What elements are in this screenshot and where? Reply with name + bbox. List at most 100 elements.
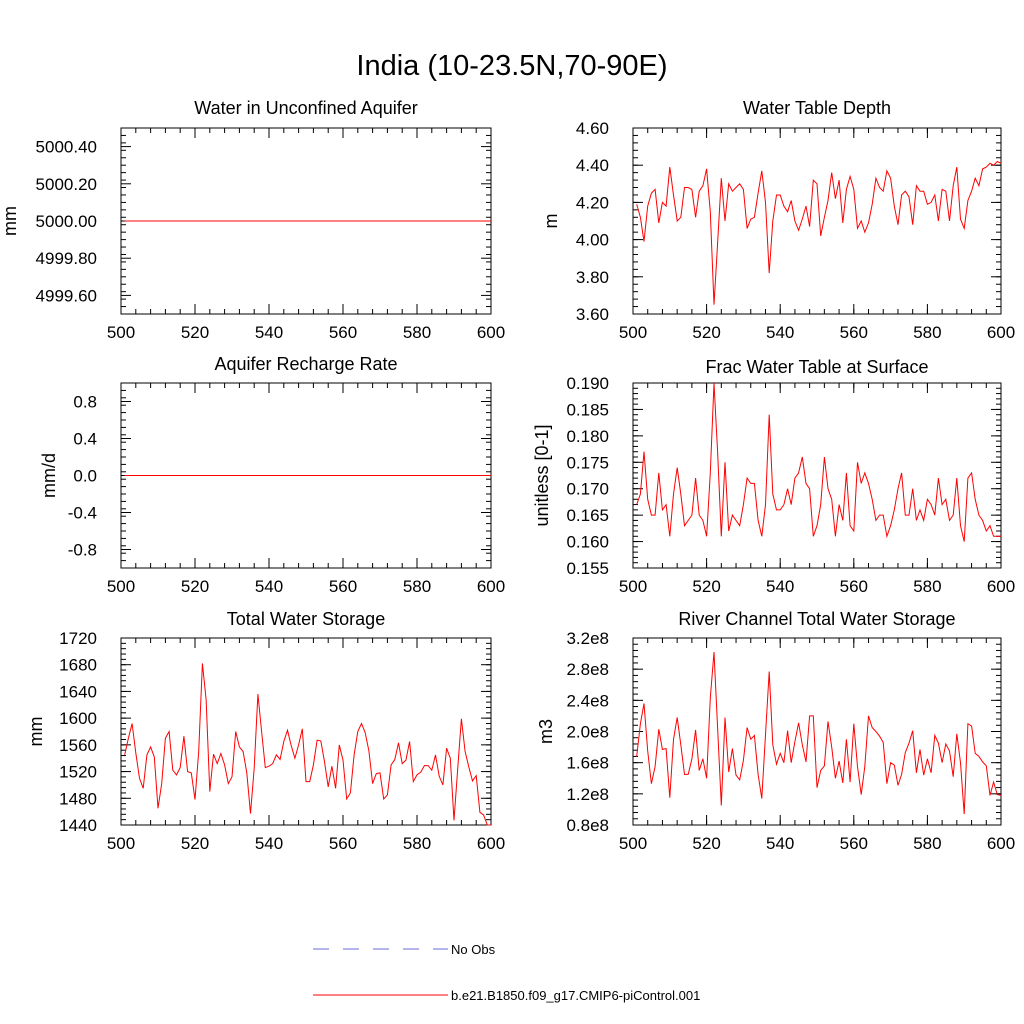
series-line <box>636 651 1002 815</box>
y-tick-label: 3.60 <box>576 305 609 324</box>
x-tick-label: 500 <box>107 577 135 596</box>
figure-title: India (10-23.5N,70-90E) <box>356 50 668 82</box>
plot-frame <box>632 382 1002 569</box>
y-tick-label: 0.165 <box>566 506 609 525</box>
x-tick-label: 600 <box>987 834 1015 853</box>
y-tick-label: 1480 <box>59 789 97 808</box>
x-tick-label: 520 <box>181 834 209 853</box>
y-tick-label: 0.170 <box>566 480 609 499</box>
y-axis-label: mm <box>0 206 20 236</box>
panel-title: Total Water Storage <box>227 609 385 629</box>
x-tick-label: 600 <box>987 323 1015 342</box>
y-tick-label: 0.8e8 <box>566 816 609 835</box>
y-tick-label: 2.8e8 <box>566 660 609 679</box>
y-tick-label: 5000.20 <box>36 175 97 194</box>
x-tick-label: 580 <box>403 577 431 596</box>
panel-title: Aquifer Recharge Rate <box>214 354 397 374</box>
x-tick-label: 540 <box>766 323 794 342</box>
y-tick-label: 4.00 <box>576 231 609 250</box>
y-axis-label: mm <box>26 717 46 747</box>
y-tick-label: 4.20 <box>576 193 609 212</box>
x-tick-label: 520 <box>692 577 720 596</box>
chart-panel-5: Total Water Storage 500 520 540 560 580 600 144… <box>26 609 505 853</box>
x-tick-label: 520 <box>181 323 209 342</box>
plot-frame <box>632 127 1002 315</box>
y-tick-label: 1640 <box>59 682 97 701</box>
x-tick-label: 500 <box>107 323 135 342</box>
x-tick-label: 500 <box>619 834 647 853</box>
panel-title: Water Table Depth <box>743 98 891 118</box>
x-tick-label: 580 <box>913 834 941 853</box>
x-tick-label: 520 <box>181 577 209 596</box>
x-tick-label: 600 <box>477 577 505 596</box>
y-tick-label: 1440 <box>59 816 97 835</box>
chart-panel-6: River Channel Total Water Storage 500 520 5… <box>536 609 1015 853</box>
x-tick-label: 520 <box>692 323 720 342</box>
y-tick-label: 1680 <box>59 656 97 675</box>
y-tick-label: 1520 <box>59 763 97 782</box>
x-tick-label: 500 <box>619 323 647 342</box>
y-axis-label: m3 <box>536 719 556 744</box>
x-tick-label: 520 <box>692 834 720 853</box>
y-tick-label: 0.180 <box>566 427 609 446</box>
y-tick-label: 2.4e8 <box>566 691 609 710</box>
y-tick-label: 0.8 <box>73 393 97 412</box>
plot-frame <box>632 637 1002 826</box>
y-tick-label: 1600 <box>59 709 97 728</box>
x-tick-label: 580 <box>403 834 431 853</box>
x-tick-label: 540 <box>255 577 283 596</box>
x-tick-label: 540 <box>255 834 283 853</box>
y-tick-label: 0.185 <box>566 400 609 419</box>
y-tick-label: 0.4 <box>73 430 97 449</box>
x-tick-label: 560 <box>329 577 357 596</box>
legend: No Obs b.e21.B1850.f09_g17.CMIP6-piContro… <box>313 942 700 1003</box>
y-tick-label: 1560 <box>59 736 97 755</box>
y-tick-label: 2.0e8 <box>566 723 609 742</box>
y-tick-label: 1.6e8 <box>566 754 609 773</box>
y-tick-label: 1720 <box>59 629 97 648</box>
x-tick-label: 600 <box>477 323 505 342</box>
chart-panel-1: Water in Unconfined Aquifer 500 520 540 560 5… <box>0 98 505 342</box>
x-tick-label: 540 <box>766 577 794 596</box>
x-tick-label: 540 <box>255 323 283 342</box>
y-axis-label: mm/d <box>39 453 59 498</box>
y-tick-label: 4999.80 <box>36 249 97 268</box>
y-tick-label: 0.160 <box>566 533 609 552</box>
chart-panel-4: Frac Water Table at Surface 500 520 540 560 5… <box>532 357 1015 596</box>
x-tick-label: 540 <box>766 834 794 853</box>
panel-title: Water in Unconfined Aquifer <box>194 98 417 118</box>
x-tick-label: 580 <box>913 323 941 342</box>
y-tick-label: 1.2e8 <box>566 785 609 804</box>
x-tick-label: 600 <box>987 577 1015 596</box>
series-line <box>124 663 491 826</box>
y-tick-label: 4999.60 <box>36 286 97 305</box>
y-tick-label: -0.8 <box>68 541 97 560</box>
chart-panel-2: Water Table Depth 500 520 540 560 580 600 3.60 3… <box>541 98 1015 342</box>
y-tick-label: 0.0 <box>73 467 97 486</box>
x-tick-label: 580 <box>403 323 431 342</box>
y-tick-label: 4.60 <box>576 119 609 138</box>
y-axis-label: m <box>541 214 561 229</box>
y-tick-label: 0.190 <box>566 374 609 393</box>
x-tick-label: 580 <box>913 577 941 596</box>
x-tick-label: 560 <box>840 834 868 853</box>
series-line <box>636 382 1001 542</box>
panel-title: Frac Water Table at Surface <box>705 357 928 377</box>
y-tick-label: 5000.00 <box>36 212 97 231</box>
x-tick-label: 560 <box>840 577 868 596</box>
y-tick-label: 5000.40 <box>36 138 97 157</box>
x-tick-label: 500 <box>107 834 135 853</box>
y-tick-label: -0.4 <box>68 504 97 523</box>
y-tick-label: 0.155 <box>566 559 609 578</box>
x-tick-label: 560 <box>329 323 357 342</box>
x-tick-label: 600 <box>477 834 505 853</box>
panel-title: River Channel Total Water Storage <box>678 609 955 629</box>
series-line <box>636 160 1002 305</box>
plot-frame <box>120 637 492 826</box>
y-tick-label: 0.175 <box>566 453 609 472</box>
x-tick-label: 500 <box>619 577 647 596</box>
y-tick-label: 3.80 <box>576 268 609 287</box>
x-tick-label: 560 <box>840 323 868 342</box>
y-tick-label: 3.2e8 <box>566 629 609 648</box>
x-tick-label: 560 <box>329 834 357 853</box>
